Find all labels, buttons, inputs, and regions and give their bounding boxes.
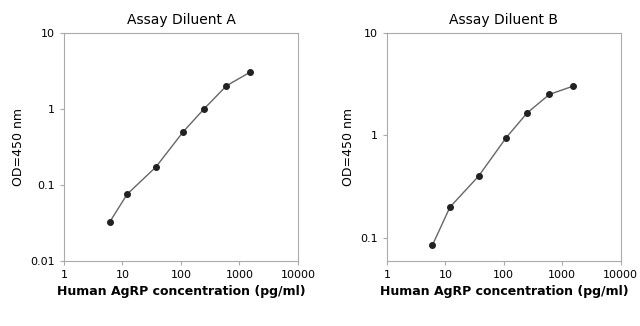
- X-axis label: Human AgRP concentration (pg/ml): Human AgRP concentration (pg/ml): [380, 285, 628, 298]
- Title: Assay Diluent B: Assay Diluent B: [449, 13, 558, 27]
- X-axis label: Human AgRP concentration (pg/ml): Human AgRP concentration (pg/ml): [57, 285, 305, 298]
- Y-axis label: OD=450 nm: OD=450 nm: [342, 108, 355, 186]
- Y-axis label: OD=450 nm: OD=450 nm: [12, 108, 25, 186]
- Title: Assay Diluent A: Assay Diluent A: [127, 13, 236, 27]
